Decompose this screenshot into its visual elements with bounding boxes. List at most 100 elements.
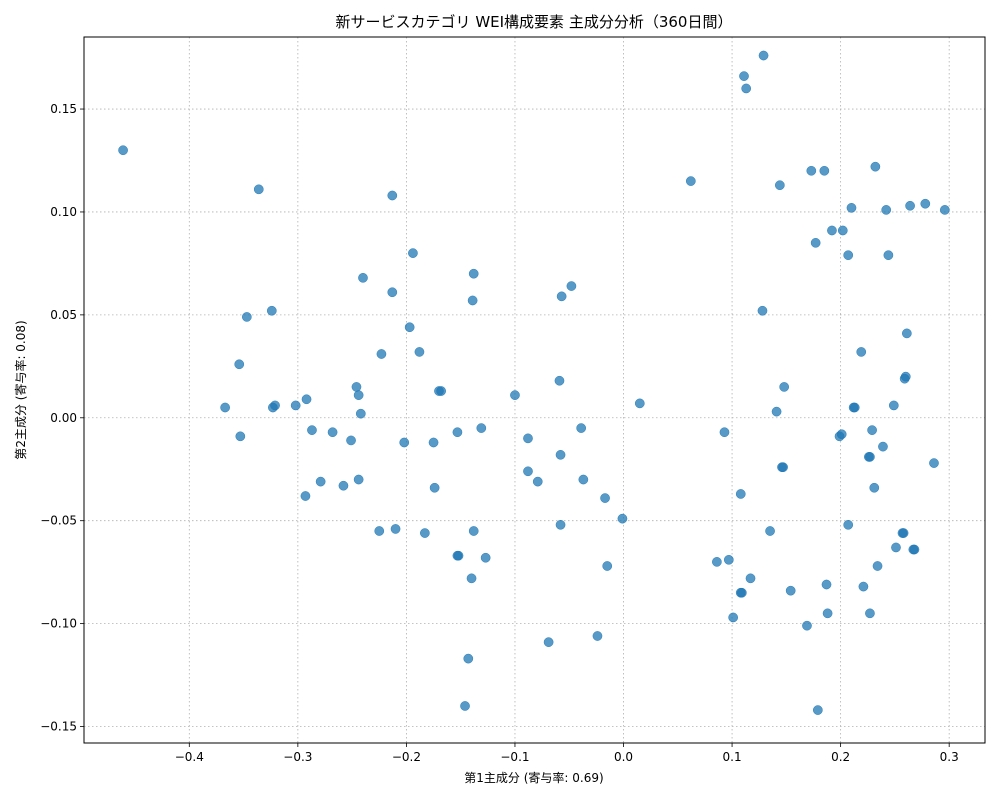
scatter-point [468,526,479,536]
scatter-point [685,176,696,186]
scatter-point [404,322,415,333]
scatter-point [387,287,398,298]
scatter-point [897,528,908,538]
scatter-point [745,573,756,584]
scatter-point [532,476,543,487]
grid [84,37,985,743]
scatter-point [867,425,877,435]
scatter-point [466,573,477,584]
scatter-point [774,180,785,191]
scatter-point [869,482,880,493]
y-tick-label: 0.15 [50,102,77,116]
scatter-point [555,519,566,530]
scatter-point [728,612,739,623]
scatter-point [872,561,883,571]
scatter-point [387,190,398,201]
scatter-point [920,198,931,209]
scatter-point [901,328,912,339]
y-tick-label: −0.15 [40,720,77,734]
scatter-point [819,165,830,176]
scatter-point [566,281,577,291]
scatter-point [523,433,533,444]
scatter-point [849,402,860,413]
scatter-point [822,608,833,619]
plot-frame [83,36,986,744]
x-axis-label: 第1主成分 (寄与率: 0.69) [464,770,603,785]
scatter-point [220,402,230,413]
scatter-point [843,250,854,261]
scatter-point [712,557,722,567]
scatter-point [290,400,301,411]
scatter-point [351,382,362,392]
scatter-point [802,620,812,631]
scatter-point [463,653,474,664]
x-tick-label: 0.1 [723,750,742,764]
scatter-point [810,237,821,248]
scatter-point [881,205,892,215]
scatter-point [846,202,857,213]
axis-ticks: −0.4 −0.3 −0.2 −0.1 0.0 0.1 0.2 0.3 −0.15 −0.10 −0… [40,102,959,764]
scatter-point [723,554,734,565]
scatter-point [858,581,869,592]
scatter-point [414,347,425,357]
scatter-point [453,550,464,561]
scatter-point [785,585,796,596]
scatter-point [771,406,782,417]
scatter-point [408,248,418,258]
scatter-point [821,579,832,590]
y-axis-label: 第2主成分 (寄与率: 0.08) [13,320,28,459]
scatter-point [905,200,915,211]
scatter-point [888,400,899,411]
scatter-point [865,608,875,619]
scatter-point [735,489,746,499]
y-tick-label: 0.05 [50,308,77,322]
scatter-point [827,225,837,236]
x-tick-label: 0.0 [614,750,633,764]
scatter-point [834,431,845,442]
scatter-point [899,373,910,384]
scatter-point [429,482,440,493]
scatter-point [338,480,349,491]
scatter-point [602,561,613,571]
y-tick-label: 0.10 [50,205,77,219]
scatter-point [779,382,790,392]
scatter-point [235,431,246,442]
scatter-point [523,466,533,477]
scatter-point [327,427,338,438]
x-tick-label: 0.3 [940,750,959,764]
scatter-point [778,462,788,473]
scatter-point [420,528,430,538]
scatter-point [929,458,939,468]
scatter-point [741,83,752,94]
scatter-point [592,631,603,641]
scatter-point [399,437,410,448]
scatter-point [634,398,645,409]
scatter-point [460,701,470,711]
scatter-point [891,542,901,553]
scatter-point [758,50,769,61]
scatter-point [856,347,867,357]
scatter-point [736,587,747,598]
scatter-point [806,165,817,176]
scatter-point [883,250,894,261]
scatter-point [353,474,364,485]
scatter-point [476,423,487,433]
scatter-point [837,225,848,236]
scatter-point [909,544,920,555]
scatter-point [510,390,520,400]
scatter-point [617,513,628,524]
scatter-point [556,291,567,302]
scatter-point [765,526,775,536]
scatter-point [467,295,478,306]
scatter-point [576,423,587,433]
scatter-point [812,705,823,715]
scatter-point [843,519,854,530]
scatter-point [266,305,277,316]
chart-title: 新サービスカテゴリ WEI構成要素 主成分分析（360日間） [336,13,733,31]
scatter-point [355,408,366,419]
scatter-point [757,305,768,316]
scatter-point [315,476,326,487]
scatter-point [118,145,128,156]
